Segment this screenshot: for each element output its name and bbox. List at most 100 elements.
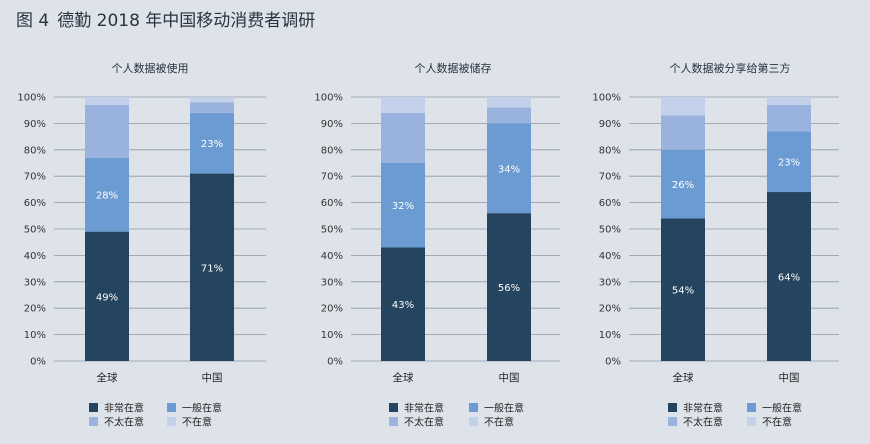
y-tick-label: 0%: [605, 357, 621, 368]
bar-segment: [767, 192, 811, 361]
bar-segment: [767, 104, 811, 132]
bar-segment: [487, 123, 531, 214]
y-tick-label: 60%: [24, 198, 46, 209]
legend-swatch: [389, 403, 398, 412]
bar-segment: [85, 97, 129, 105]
data-label: 64%: [778, 273, 800, 284]
bar-segment: [190, 173, 234, 361]
x-category-label: 全球: [673, 371, 694, 384]
data-label: 23%: [778, 158, 800, 169]
bar-segment: [190, 102, 234, 113]
y-tick-label: 100%: [592, 93, 621, 104]
y-tick-label: 0%: [30, 357, 46, 368]
legend-label: 不太在意: [404, 416, 444, 429]
legend-swatch: [167, 403, 176, 412]
y-tick-label: 20%: [321, 304, 343, 315]
legend-swatch: [747, 403, 756, 412]
y-tick-label: 30%: [24, 277, 46, 288]
data-label: 54%: [672, 286, 694, 297]
legend-label: 不太在意: [104, 416, 144, 429]
x-category-label: 全球: [393, 371, 414, 384]
legend-label: 非常在意: [683, 402, 723, 415]
y-tick-label: 40%: [24, 251, 46, 262]
x-category-label: 全球: [97, 371, 118, 384]
data-label: 56%: [498, 283, 520, 294]
y-tick-label: 20%: [24, 304, 46, 315]
bar-segment: [381, 247, 425, 361]
legend-label: 不在意: [484, 416, 514, 429]
y-tick-label: 80%: [599, 145, 621, 156]
y-tick-label: 100%: [17, 93, 46, 104]
figure-label: 图 4: [16, 11, 50, 31]
bar-segment: [190, 97, 234, 103]
y-tick-label: 10%: [599, 330, 621, 341]
y-tick-label: 80%: [24, 145, 46, 156]
legend-swatch: [668, 403, 677, 412]
chart-title: 个人数据被储存: [415, 61, 492, 75]
bar-segment: [85, 157, 129, 232]
legend-swatch: [89, 403, 98, 412]
bar-segment: [767, 131, 811, 193]
y-tick-label: 90%: [24, 119, 46, 130]
bar-segment: [767, 97, 811, 105]
figure-title: 图 4 德勤 2018 年中国移动消费者调研: [16, 6, 323, 31]
bar-segment: [487, 213, 531, 361]
x-category-label: 中国: [202, 371, 223, 384]
bar-segment: [381, 97, 425, 113]
data-label: 43%: [392, 300, 414, 311]
data-label: 23%: [201, 139, 223, 150]
bar-segment: [381, 163, 425, 248]
y-tick-label: 60%: [321, 198, 343, 209]
y-tick-label: 0%: [327, 357, 343, 368]
legend-label: 不在意: [182, 416, 212, 429]
y-tick-label: 70%: [24, 172, 46, 183]
legend-swatch: [469, 417, 478, 426]
y-tick-label: 90%: [321, 119, 343, 130]
legend-swatch: [668, 417, 677, 426]
y-tick-label: 60%: [599, 198, 621, 209]
bar-segment: [85, 231, 129, 361]
legend-swatch: [389, 417, 398, 426]
bar-segment: [85, 104, 129, 158]
y-tick-label: 50%: [321, 225, 343, 236]
legend-label: 一般在意: [182, 402, 222, 415]
bar-segment: [190, 112, 234, 174]
legend-swatch: [747, 417, 756, 426]
legend-label: 不在意: [762, 416, 792, 429]
y-tick-label: 40%: [321, 251, 343, 262]
y-tick-label: 10%: [24, 330, 46, 341]
x-category-label: 中国: [499, 371, 520, 384]
x-category-label: 中国: [779, 371, 800, 384]
data-label: 32%: [392, 201, 414, 212]
bar-segment: [661, 218, 705, 361]
bar-segment: [661, 149, 705, 219]
chart-title: 个人数据被分享给第三方: [670, 61, 791, 75]
data-label: 26%: [672, 180, 694, 191]
legend-label: 一般在意: [762, 402, 802, 415]
y-tick-label: 30%: [321, 277, 343, 288]
y-tick-label: 50%: [24, 225, 46, 236]
bar-segment: [661, 115, 705, 150]
y-tick-label: 80%: [321, 145, 343, 156]
y-tick-label: 30%: [599, 277, 621, 288]
y-tick-label: 70%: [321, 172, 343, 183]
y-tick-label: 10%: [321, 330, 343, 341]
legend-swatch: [167, 417, 176, 426]
y-tick-label: 20%: [599, 304, 621, 315]
data-label: 49%: [96, 292, 118, 303]
data-label: 34%: [498, 164, 520, 175]
legend-swatch: [469, 403, 478, 412]
chart-title: 个人数据被使用: [112, 61, 189, 75]
bar-segment: [661, 97, 705, 116]
legend-swatch: [89, 417, 98, 426]
y-tick-label: 40%: [599, 251, 621, 262]
data-label: 28%: [96, 191, 118, 202]
y-tick-label: 70%: [599, 172, 621, 183]
data-label: 71%: [201, 263, 223, 274]
bar-segment: [487, 107, 531, 124]
y-tick-label: 50%: [599, 225, 621, 236]
legend-label: 非常在意: [104, 402, 144, 415]
legend-label: 一般在意: [484, 402, 524, 415]
bar-segment: [487, 97, 531, 108]
